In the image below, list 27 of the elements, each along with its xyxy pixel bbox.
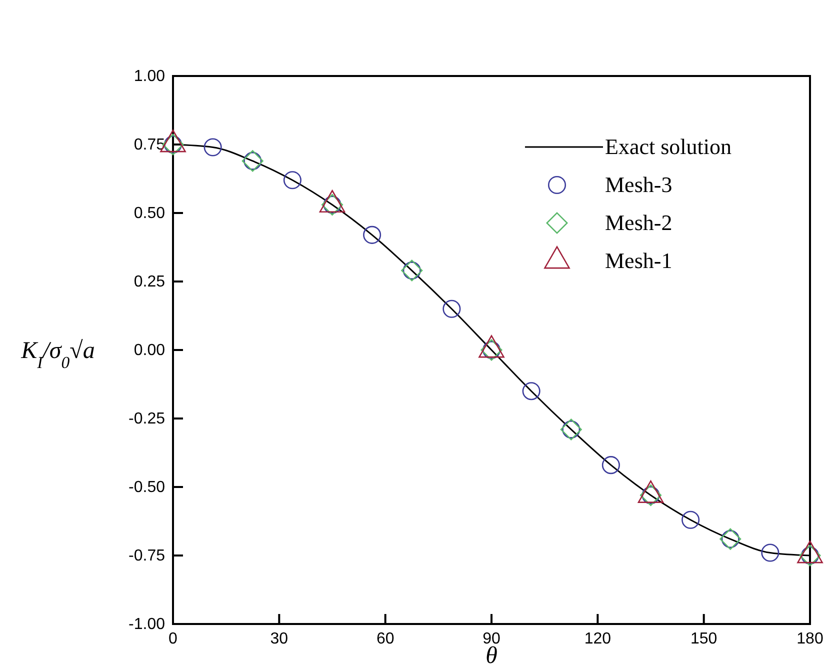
- legend-label: Mesh-1: [605, 248, 672, 273]
- y-tick-label: -1.00: [128, 616, 166, 634]
- y-tick-label: -0.75: [128, 548, 166, 565]
- y-axis-title: K$_{I}$/σ$_{0}$√a: [20, 338, 95, 372]
- point: [283, 171, 302, 190]
- x-tick-label: 60: [376, 630, 394, 648]
- legend-label: Exact solution: [605, 134, 732, 159]
- y-tick-label: -0.50: [128, 479, 166, 496]
- point: [204, 138, 222, 156]
- y-tick-label: 0.00: [134, 342, 166, 360]
- x-tick-label: 0: [168, 630, 178, 648]
- point: [442, 300, 461, 318]
- y-tick-label: 0.50: [134, 205, 166, 222]
- x-tick-label: 180: [796, 630, 824, 648]
- point: [522, 382, 540, 400]
- y-tick-label: -0.25: [128, 410, 166, 428]
- point: [761, 544, 780, 562]
- legend-label: Mesh-2: [605, 210, 672, 235]
- x-tick-label: 120: [584, 630, 612, 648]
- point: [682, 510, 700, 529]
- legend-label: Mesh-3: [605, 172, 672, 197]
- y-tick-label: 0.25: [134, 274, 166, 291]
- x-tick-label: 150: [690, 630, 718, 648]
- y-tick-label: 1.00: [134, 68, 166, 86]
- x-tick-label: 30: [270, 630, 288, 648]
- point: [363, 226, 382, 244]
- point: [602, 456, 620, 474]
